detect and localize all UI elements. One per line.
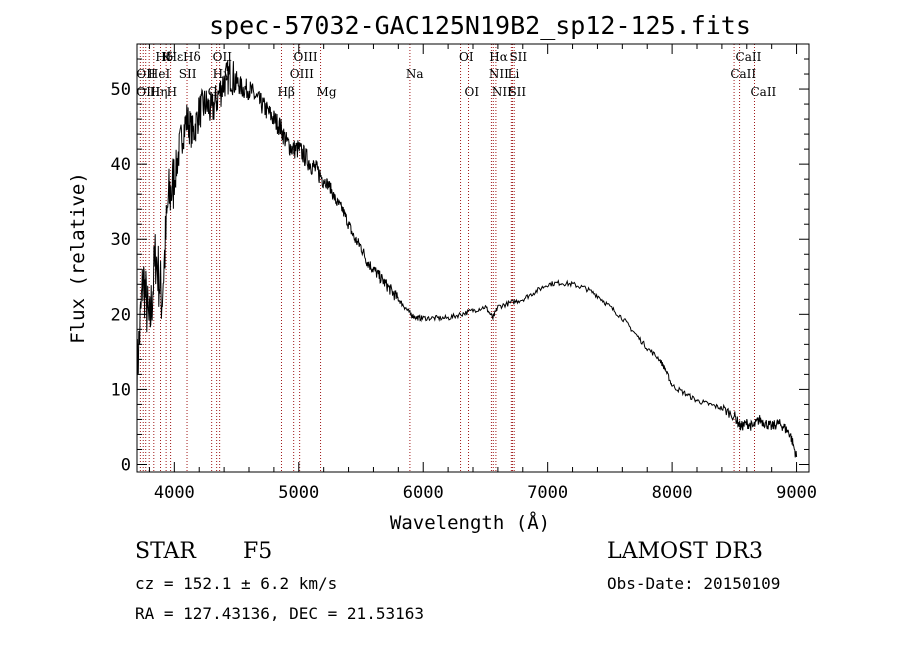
y-axis-label: Flux (relative): [67, 172, 89, 344]
x-tick-label: 5000: [278, 483, 319, 503]
emission-line-label: CaII: [730, 67, 756, 81]
emission-line-label: SII: [508, 85, 526, 99]
x-tick-label: 8000: [652, 483, 693, 503]
emission-line-label: Na: [406, 67, 424, 81]
emission-line-label: Hβ: [277, 85, 294, 99]
obs-date: Obs-Date: 20150109: [607, 574, 781, 593]
emission-line-label: H: [167, 85, 177, 99]
emission-line-label: OIII: [294, 50, 318, 64]
x-tick-label: 6000: [403, 483, 444, 503]
ra-dec: RA = 127.43136, DEC = 21.53163: [135, 604, 424, 623]
y-axis-ticks: 0 10 20 30 40 50: [111, 58, 809, 475]
emission-line-label: NII: [492, 85, 512, 99]
emission-line-label: G: [208, 85, 218, 99]
emission-line-label: NII: [489, 67, 509, 81]
chart-title: spec-57032-GAC125N19B2_sp12-125.fits: [209, 11, 751, 40]
emission-line-markers: [139, 44, 755, 472]
x-tick-label: 4000: [154, 483, 195, 503]
flux-series-line: [136, 59, 798, 458]
emission-line-label: Hε: [167, 50, 184, 64]
x-axis-ticks: 4000 5000 6000 7000 8000 9000: [148, 44, 817, 503]
x-axis-label: Wavelength (Å): [390, 511, 550, 534]
x-tick-label: 7000: [527, 483, 568, 503]
emission-line-label: OIII: [290, 67, 314, 81]
emission-line-label: Hδ: [155, 50, 173, 64]
emission-line-label: OI: [459, 50, 474, 64]
emission-line-label: OIII: [136, 85, 160, 99]
y-tick-label: 20: [111, 305, 131, 325]
emission-line-label: Mg: [317, 85, 337, 99]
redshift-cz: cz = 152.1 ± 6.2 km/s: [135, 574, 338, 593]
y-tick-label: 30: [111, 230, 131, 250]
emission-line-label: Hδ: [183, 50, 201, 64]
y-tick-label: 10: [111, 380, 131, 400]
emission-line-label: OII: [136, 67, 156, 81]
x-tick-label: 9000: [776, 483, 817, 503]
y-tick-label: 50: [111, 80, 131, 100]
object-class: STAR: [135, 539, 196, 564]
y-tick-label: 0: [121, 455, 131, 475]
plot-frame: [136, 43, 810, 473]
survey-name: LAMOST DR3: [607, 539, 763, 564]
emission-line-label: SII: [509, 50, 527, 64]
emission-line-label: CaII: [736, 50, 762, 64]
emission-line-label: Hα: [489, 50, 508, 64]
emission-line-label: SII: [179, 67, 197, 81]
y-tick-label: 40: [111, 155, 131, 175]
emission-line-label: CaII: [750, 85, 776, 99]
emission-line-label: OI: [465, 85, 480, 99]
object-subclass: F5: [243, 539, 273, 564]
emission-line-label: K: [162, 50, 172, 64]
emission-line-label: HeI: [148, 67, 171, 81]
emission-line-label: Hη: [150, 85, 168, 99]
emission-line-label: Li: [508, 67, 520, 81]
